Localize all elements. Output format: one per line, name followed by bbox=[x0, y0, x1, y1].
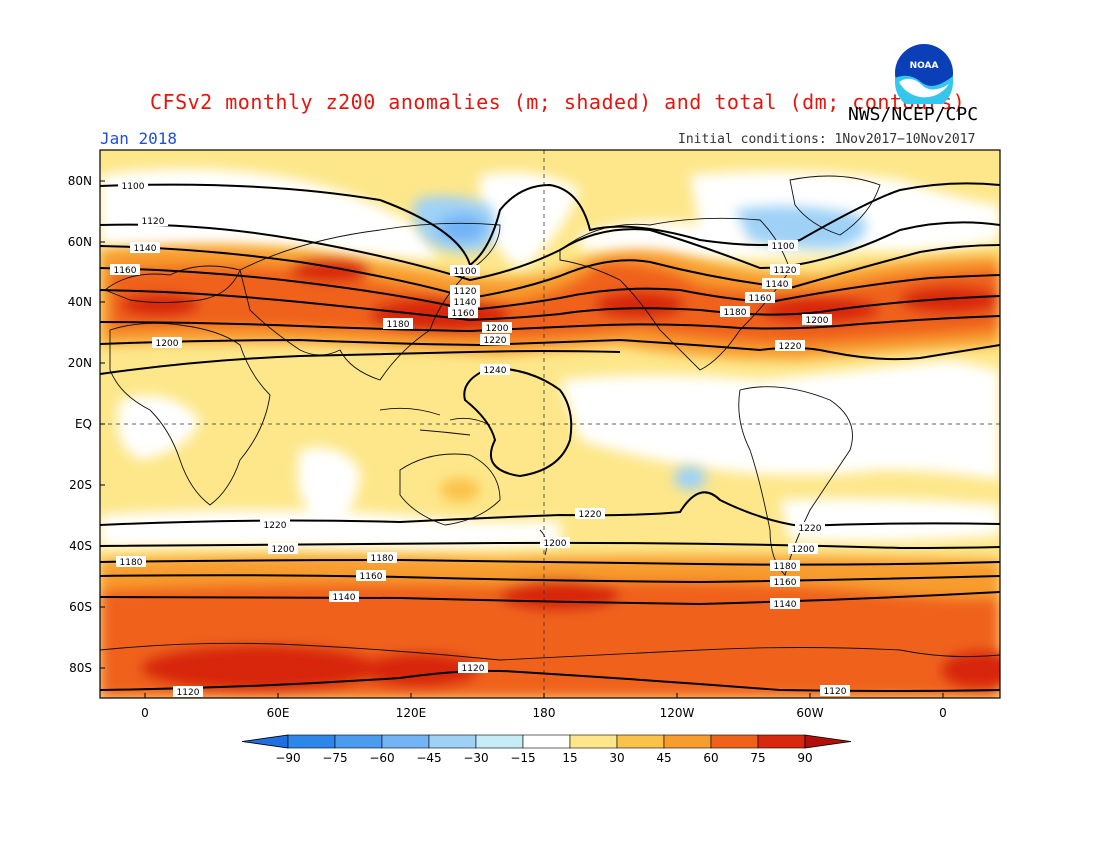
contour-label: 1180 bbox=[120, 558, 143, 568]
x-tick-label: 0 bbox=[141, 706, 149, 720]
contour-label: 1140 bbox=[774, 600, 797, 610]
y-tick-label: 40S bbox=[69, 539, 92, 553]
colorbar-tick-label: 90 bbox=[797, 751, 812, 765]
x-tick-label: 60W bbox=[796, 706, 823, 720]
chart-title: CFSv2 monthly z200 anomalies (m; shaded)… bbox=[150, 90, 966, 114]
contour-label: 1180 bbox=[387, 320, 410, 330]
colorbar-segment bbox=[663, 734, 712, 749]
contour-label: 1200 bbox=[272, 545, 295, 555]
colorbar-segment bbox=[287, 734, 336, 749]
colorbar-segment bbox=[334, 734, 383, 749]
contour-label: 1180 bbox=[724, 308, 747, 318]
initial-conditions: Initial conditions: 1Nov2017−10Nov2017 bbox=[678, 132, 976, 147]
contour-label: 1100 bbox=[122, 182, 145, 192]
contour-label: 1160 bbox=[774, 578, 797, 588]
coastlines bbox=[100, 175, 1000, 661]
x-tick-label: 60E bbox=[267, 706, 290, 720]
contour-label: 1140 bbox=[766, 280, 789, 290]
y-tick-label: 20S bbox=[69, 478, 92, 492]
contour-label: 1180 bbox=[371, 554, 394, 564]
contour-label: 1100 bbox=[454, 267, 477, 277]
svg-text:NOAA: NOAA bbox=[910, 61, 939, 71]
colorbar-arrow-right bbox=[804, 734, 852, 749]
forecast-period: Jan 2018 bbox=[100, 129, 178, 148]
contour-label: 1160 bbox=[114, 266, 137, 276]
x-tick-label: 120E bbox=[396, 706, 427, 720]
contour-label: 1160 bbox=[360, 572, 383, 582]
colorbar-segment bbox=[757, 734, 806, 749]
contour-label: 1220 bbox=[799, 524, 822, 534]
colorbar: −90 −75 −60 −45 −30 −15 15 30 45 60 75 90 bbox=[241, 734, 852, 765]
x-tick-label: 120W bbox=[660, 706, 695, 720]
contour-label: 1220 bbox=[579, 510, 602, 520]
colorbar-tick-label: −75 bbox=[322, 751, 347, 765]
y-tick-label: 60N bbox=[68, 235, 92, 249]
y-tick-label: 80N bbox=[68, 174, 92, 188]
contour-label: 1200 bbox=[544, 539, 567, 549]
contour-label: 1240 bbox=[484, 366, 507, 376]
colorbar-segment bbox=[428, 734, 477, 749]
colorbar-tick-label: −15 bbox=[510, 751, 535, 765]
x-tick-label: 180 bbox=[533, 706, 556, 720]
y-tick-label: 80S bbox=[69, 661, 92, 675]
colorbar-tick-label: 75 bbox=[750, 751, 765, 765]
contour-label: 1100 bbox=[772, 242, 795, 252]
organization-label: NWS/NCEP/CPC bbox=[848, 104, 979, 125]
colorbar-segment bbox=[710, 734, 759, 749]
contour-label: 1120 bbox=[774, 266, 797, 276]
colorbar-tick-label: −45 bbox=[416, 751, 441, 765]
contour-label: 1120 bbox=[142, 217, 165, 227]
colorbar-arrow-left bbox=[241, 734, 289, 749]
contour-label: 1120 bbox=[824, 687, 847, 697]
colorbar-segment bbox=[522, 734, 571, 749]
colorbar-tick-label: −60 bbox=[369, 751, 394, 765]
y-tick-label: EQ bbox=[75, 417, 92, 431]
contour-labels: 1100 1100 1100 1120 1120 1120 1140 1140 … bbox=[110, 180, 850, 698]
colorbar-tick-label: 60 bbox=[703, 751, 718, 765]
colorbar-tick-label: −30 bbox=[463, 751, 488, 765]
contour-label: 1220 bbox=[264, 521, 287, 531]
contour-label: 1220 bbox=[484, 336, 507, 346]
contour-label: 1120 bbox=[454, 287, 477, 297]
y-tick-label: 60S bbox=[69, 600, 92, 614]
y-tick-label: 20N bbox=[68, 356, 92, 370]
noaa-logo-icon: NOAA bbox=[894, 43, 954, 104]
contour-label: 1160 bbox=[452, 309, 475, 319]
colorbar-segment bbox=[569, 734, 618, 749]
colorbar-tick-label: −90 bbox=[275, 751, 300, 765]
colorbar-segment bbox=[475, 734, 524, 749]
contour-label: 1200 bbox=[792, 545, 815, 555]
contour-label: 1140 bbox=[454, 298, 477, 308]
contour-label: 1200 bbox=[486, 324, 509, 334]
contour-label: 1180 bbox=[774, 562, 797, 572]
contour-label: 1160 bbox=[749, 294, 772, 304]
colorbar-segment bbox=[616, 734, 665, 749]
contour-label: 1220 bbox=[779, 342, 802, 352]
contour-label: 1140 bbox=[134, 244, 157, 254]
colorbar-tick-label: 45 bbox=[656, 751, 671, 765]
y-tick-label: 40N bbox=[68, 295, 92, 309]
colorbar-segment bbox=[381, 734, 430, 749]
colorbar-tick-label: 15 bbox=[562, 751, 577, 765]
contour-label: 1200 bbox=[806, 316, 829, 326]
contour-label: 1200 bbox=[156, 339, 179, 349]
contour-label: 1140 bbox=[333, 593, 356, 603]
contour-label: 1120 bbox=[462, 664, 485, 674]
x-tick-label: 0 bbox=[939, 706, 947, 720]
colorbar-tick-label: 30 bbox=[609, 751, 624, 765]
contour-label: 1120 bbox=[177, 688, 200, 698]
